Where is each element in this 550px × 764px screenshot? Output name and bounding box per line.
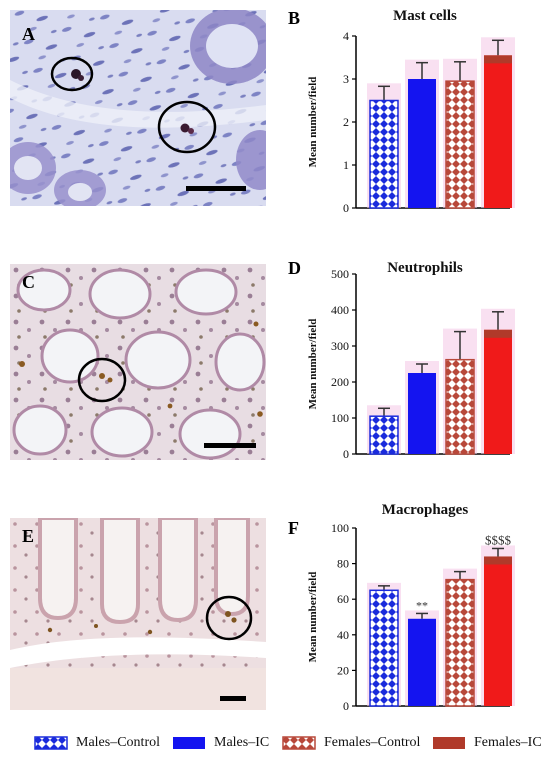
- scale-bar: [204, 443, 256, 448]
- bar-cap: [484, 329, 512, 338]
- chart-title: Mast cells: [393, 8, 457, 24]
- micrograph-e: [10, 518, 266, 710]
- legend-label: Males–IC: [214, 735, 270, 750]
- legend-label: Females–Control: [324, 735, 421, 750]
- legend-item-females-ic: Females–IC: [432, 734, 542, 752]
- y-axis-label: Mean number/field: [307, 77, 319, 168]
- bar: [369, 589, 399, 707]
- bar: [408, 618, 436, 706]
- y-tick-label: 3: [343, 72, 349, 86]
- highlight-circle: [77, 357, 127, 403]
- panel-label-b: B: [288, 8, 301, 28]
- bar: [484, 556, 512, 706]
- y-tick-label: 300: [331, 339, 349, 353]
- bar: [408, 373, 436, 454]
- bar: [369, 99, 399, 209]
- y-axis-label: Mean number/field: [307, 572, 319, 663]
- y-tick-label: 100: [331, 411, 349, 425]
- y-tick-label: 200: [331, 375, 349, 389]
- bar-cap: [484, 55, 512, 64]
- legend-swatch: [173, 737, 205, 749]
- chart-title: Neutrophils: [387, 260, 463, 276]
- panel-label-f: F: [288, 518, 299, 538]
- y-tick-label: 500: [331, 267, 349, 281]
- y-tick-label: 0: [343, 699, 349, 713]
- charts-area: Mast cells Mean number/field 0 1 2 3 4 Neutroph…: [307, 8, 515, 713]
- y-axis-label: Mean number/field: [307, 319, 319, 410]
- bar: [445, 578, 475, 707]
- y-tick-label: 0: [343, 201, 349, 215]
- bar: [369, 415, 399, 455]
- scale-bar: [220, 696, 246, 701]
- y-tick-label: 0: [343, 447, 349, 461]
- y-tick-label: 1: [343, 158, 349, 172]
- y-tick-label: 100: [331, 521, 349, 535]
- micrograph-c: [10, 264, 266, 460]
- legend: Males–Control Males–IC Females–Control F…: [0, 720, 550, 764]
- highlight-circle: [50, 56, 94, 92]
- y-tick-label: 4: [343, 29, 349, 43]
- scale-bar: [186, 186, 246, 191]
- bar-cap: [484, 556, 512, 565]
- bar: [484, 55, 512, 208]
- significance-label: **: [416, 598, 428, 612]
- chart-title: Macrophages: [382, 502, 469, 518]
- bar: [484, 329, 512, 454]
- y-tick-label: 60: [337, 592, 349, 606]
- bar: [445, 80, 475, 209]
- bar: [445, 358, 475, 455]
- y-tick-label: 400: [331, 303, 349, 317]
- panel-label-a: A: [22, 24, 35, 44]
- legend-label: Males–Control: [76, 735, 160, 750]
- panel-label-d: D: [288, 258, 301, 278]
- legend-label: Females–IC: [474, 735, 542, 750]
- y-tick-label: 2: [343, 115, 349, 129]
- y-tick-label: 20: [337, 663, 349, 677]
- legend-swatch: [282, 736, 316, 750]
- highlight-circle: [205, 595, 253, 641]
- y-tick-label: 80: [337, 557, 349, 571]
- legend-swatch: [433, 737, 465, 749]
- legend-item-males-ic: Males–IC: [172, 734, 269, 752]
- legend-item-males-control: Males–Control: [34, 734, 160, 752]
- bar: [408, 79, 436, 208]
- panel-label-e: E: [22, 526, 35, 546]
- significance-label: $$$$: [485, 532, 512, 547]
- micrograph-a: [10, 10, 266, 206]
- y-tick-label: 40: [337, 628, 349, 642]
- highlight-circle: [157, 100, 217, 154]
- legend-swatch: [34, 736, 68, 750]
- legend-item-females-control: Females–Control: [282, 734, 420, 752]
- panel-label-c: C: [22, 272, 35, 292]
